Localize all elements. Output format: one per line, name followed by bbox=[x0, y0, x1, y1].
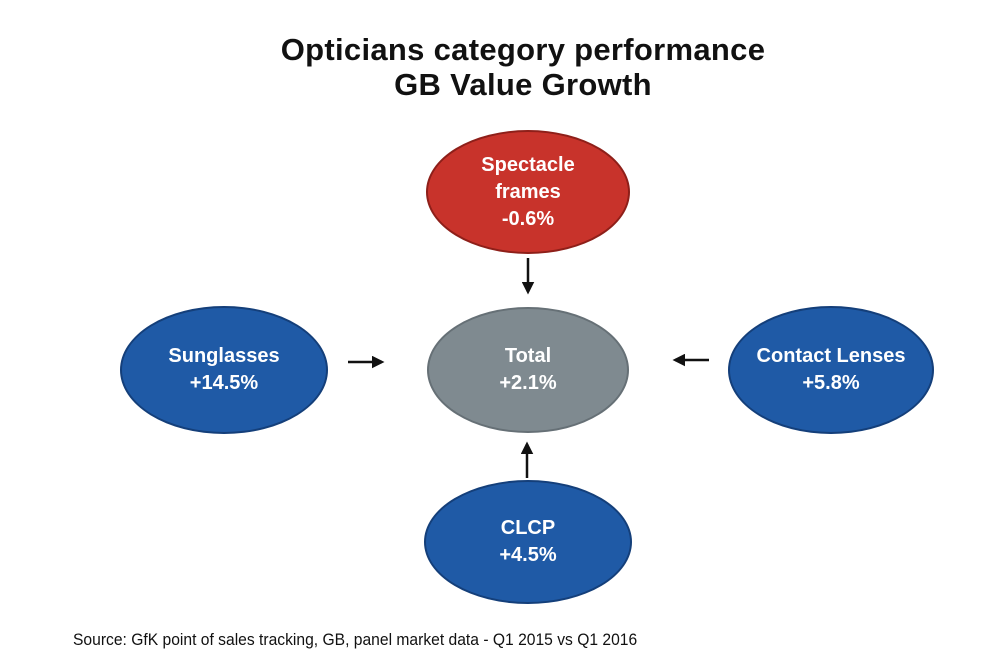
node-sunglasses-value: +14.5% bbox=[189, 372, 259, 394]
node-contact-lenses-label: Contact Lenses bbox=[756, 345, 906, 367]
node-spectacle-frames-label-line1: Spectacle bbox=[481, 153, 575, 176]
diagram-title: Opticians category performance bbox=[280, 32, 766, 67]
node-sunglasses: Sunglasses +14.5% bbox=[120, 306, 328, 434]
diagram-subtitle: GB Value Growth bbox=[394, 67, 652, 102]
node-total-label: Total bbox=[504, 345, 552, 367]
source-note: Source: GfK point of sales tracking, GB,… bbox=[73, 630, 638, 649]
node-sunglasses-label: Sunglasses bbox=[168, 345, 280, 367]
node-clcp-value: +4.5% bbox=[499, 544, 557, 566]
node-clcp-label: CLCP bbox=[500, 517, 556, 539]
node-spectacle-frames: Spectacle frames -0.6% bbox=[426, 130, 630, 254]
node-clcp: CLCP +4.5% bbox=[424, 480, 632, 604]
node-contact-lenses-value: +5.8% bbox=[802, 372, 860, 394]
node-total: Total +2.1% bbox=[427, 307, 629, 433]
node-total-value: +2.1% bbox=[499, 372, 557, 394]
node-contact-lenses: Contact Lenses +5.8% bbox=[728, 306, 934, 434]
node-spectacle-frames-value: -0.6% bbox=[501, 207, 555, 230]
node-spectacle-frames-label-line2: frames bbox=[495, 180, 561, 203]
